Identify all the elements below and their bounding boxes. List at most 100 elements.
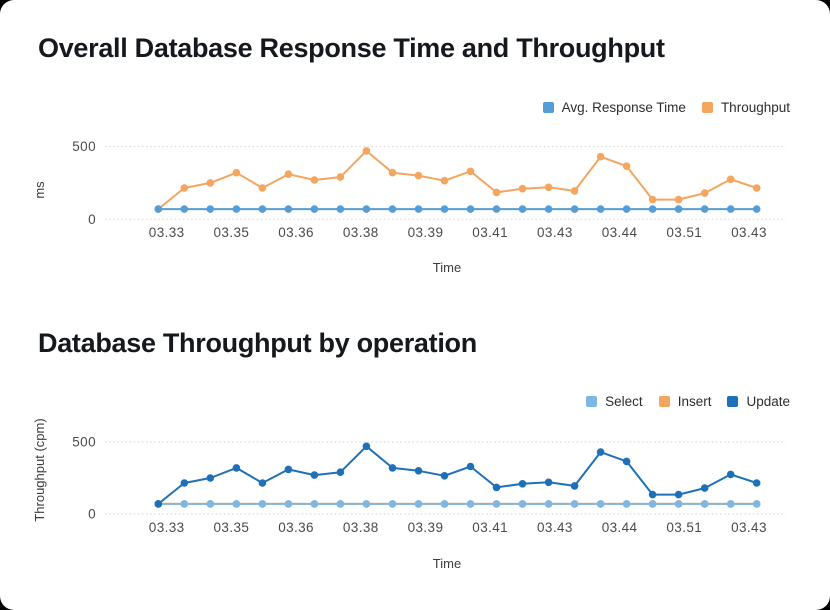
chart2-title: Database Throughput by operation (38, 328, 477, 358)
series-point-throughput (414, 171, 423, 180)
x-tick-label: 03.36 (278, 520, 314, 535)
x-tick-label: 03.51 (666, 520, 702, 535)
x-tick-label: 03.43 (731, 520, 767, 535)
series-point-select (362, 500, 371, 508)
series-point-throughput (674, 195, 683, 204)
series-point-update (388, 464, 397, 472)
x-tick-label: 03.38 (343, 520, 379, 535)
legend-item-insert[interactable]: Insert (658, 394, 711, 409)
legend-swatch-icon (727, 396, 739, 407)
series-point-avg-response-time (700, 205, 709, 213)
chart1-title: Overall Database Response Time and Throu… (38, 33, 665, 63)
series-point-avg-response-time (752, 205, 761, 213)
x-tick-label: 03.43 (537, 225, 573, 240)
legend-item-throughput[interactable]: Throughput (701, 100, 790, 115)
series-point-throughput (232, 168, 241, 177)
series-point-throughput (206, 179, 215, 187)
legend-item-avg-response-time[interactable]: Avg. Response Time (542, 100, 686, 115)
series-point-update (154, 500, 163, 508)
series-point-select (700, 500, 709, 508)
series-point-throughput (726, 175, 735, 184)
series-point-select (388, 500, 397, 508)
series-point-avg-response-time (648, 205, 657, 213)
x-tick-label: 03.33 (149, 520, 185, 535)
x-tick-label: 03.41 (472, 520, 508, 535)
series-point-avg-response-time (492, 205, 501, 213)
legend-label: Avg. Response Time (561, 100, 686, 115)
y-tick-label: 500 (72, 139, 96, 154)
legend-label: Select (605, 394, 643, 409)
series-point-select (492, 500, 501, 508)
legend-item-update[interactable]: Update (727, 394, 790, 409)
series-point-throughput (752, 184, 761, 192)
series-line-throughput (157, 149, 758, 210)
series-point-select (674, 500, 683, 508)
series-point-select (518, 500, 527, 508)
series-point-throughput (544, 183, 553, 192)
series-point-update (596, 448, 605, 456)
series-point-select (440, 500, 449, 508)
series-point-avg-response-time (154, 205, 163, 213)
series-point-avg-response-time (388, 205, 397, 213)
series-point-throughput (570, 187, 579, 195)
series-point-update (570, 482, 579, 490)
series-point-avg-response-time (362, 205, 371, 213)
legend-swatch-icon (658, 396, 670, 407)
y-tick-label: 0 (88, 507, 96, 522)
series-point-avg-response-time (570, 205, 579, 213)
series-point-update (648, 490, 657, 499)
x-tick-label: 03.41 (472, 225, 508, 240)
series-point-throughput (362, 147, 371, 155)
y-axis-title: Throughput (cpm) (32, 418, 47, 521)
series-point-throughput (466, 167, 475, 176)
series-point-select (726, 500, 735, 508)
series-point-select (596, 500, 605, 508)
x-tick-label: 03.39 (408, 520, 444, 535)
series-point-update (206, 474, 215, 482)
series-point-update (726, 470, 735, 479)
series-point-select (258, 500, 267, 508)
x-tick-label: 03.43 (537, 520, 573, 535)
series-point-throughput (648, 195, 657, 204)
series-point-avg-response-time (622, 205, 631, 213)
series-point-avg-response-time (726, 205, 735, 213)
series-point-select (466, 500, 475, 508)
series-point-throughput (700, 189, 709, 197)
series-point-update (336, 468, 345, 477)
legend-swatch-icon (701, 102, 713, 113)
series-point-update (622, 457, 631, 466)
series-point-throughput (258, 184, 267, 192)
series-point-throughput (596, 152, 605, 161)
series-point-select (232, 500, 241, 508)
legend-item-select[interactable]: Select (586, 394, 643, 409)
x-tick-label: 03.51 (666, 225, 702, 240)
series-point-update (466, 462, 475, 471)
series-point-avg-response-time (258, 205, 267, 213)
x-tick-label: 03.36 (278, 225, 314, 240)
x-tick-label: 03.38 (343, 225, 379, 240)
series-point-avg-response-time (544, 205, 553, 213)
series-point-throughput (310, 176, 319, 184)
series-point-throughput (336, 173, 345, 181)
series-point-throughput (518, 184, 527, 193)
series-point-avg-response-time (596, 205, 605, 213)
series-point-update (414, 467, 423, 475)
chart1-plot-area: 0 500 ms 03.33 03.35 03.36 03.38 03.39 03.41 03.4… (32, 139, 786, 275)
chart2-legend: Select Insert Update (586, 394, 790, 409)
x-axis-title: Time (433, 556, 461, 571)
x-tick-label: 03.44 (602, 225, 638, 240)
chart2-plot-area: 0 500 Throughput (cpm) 03.33 03.35 03.36 03.38… (32, 418, 786, 571)
series-point-select (544, 500, 553, 508)
series-line-update (157, 445, 758, 505)
series-point-select (752, 500, 761, 508)
series-point-throughput (284, 170, 293, 178)
legend-label: Update (746, 394, 790, 409)
series-point-avg-response-time (336, 205, 345, 213)
series-point-throughput (180, 184, 189, 192)
series-point-select (336, 500, 345, 508)
series-point-select (414, 500, 423, 508)
series-point-avg-response-time (206, 205, 215, 213)
legend-swatch-icon (542, 102, 554, 113)
series-point-throughput (622, 162, 631, 170)
